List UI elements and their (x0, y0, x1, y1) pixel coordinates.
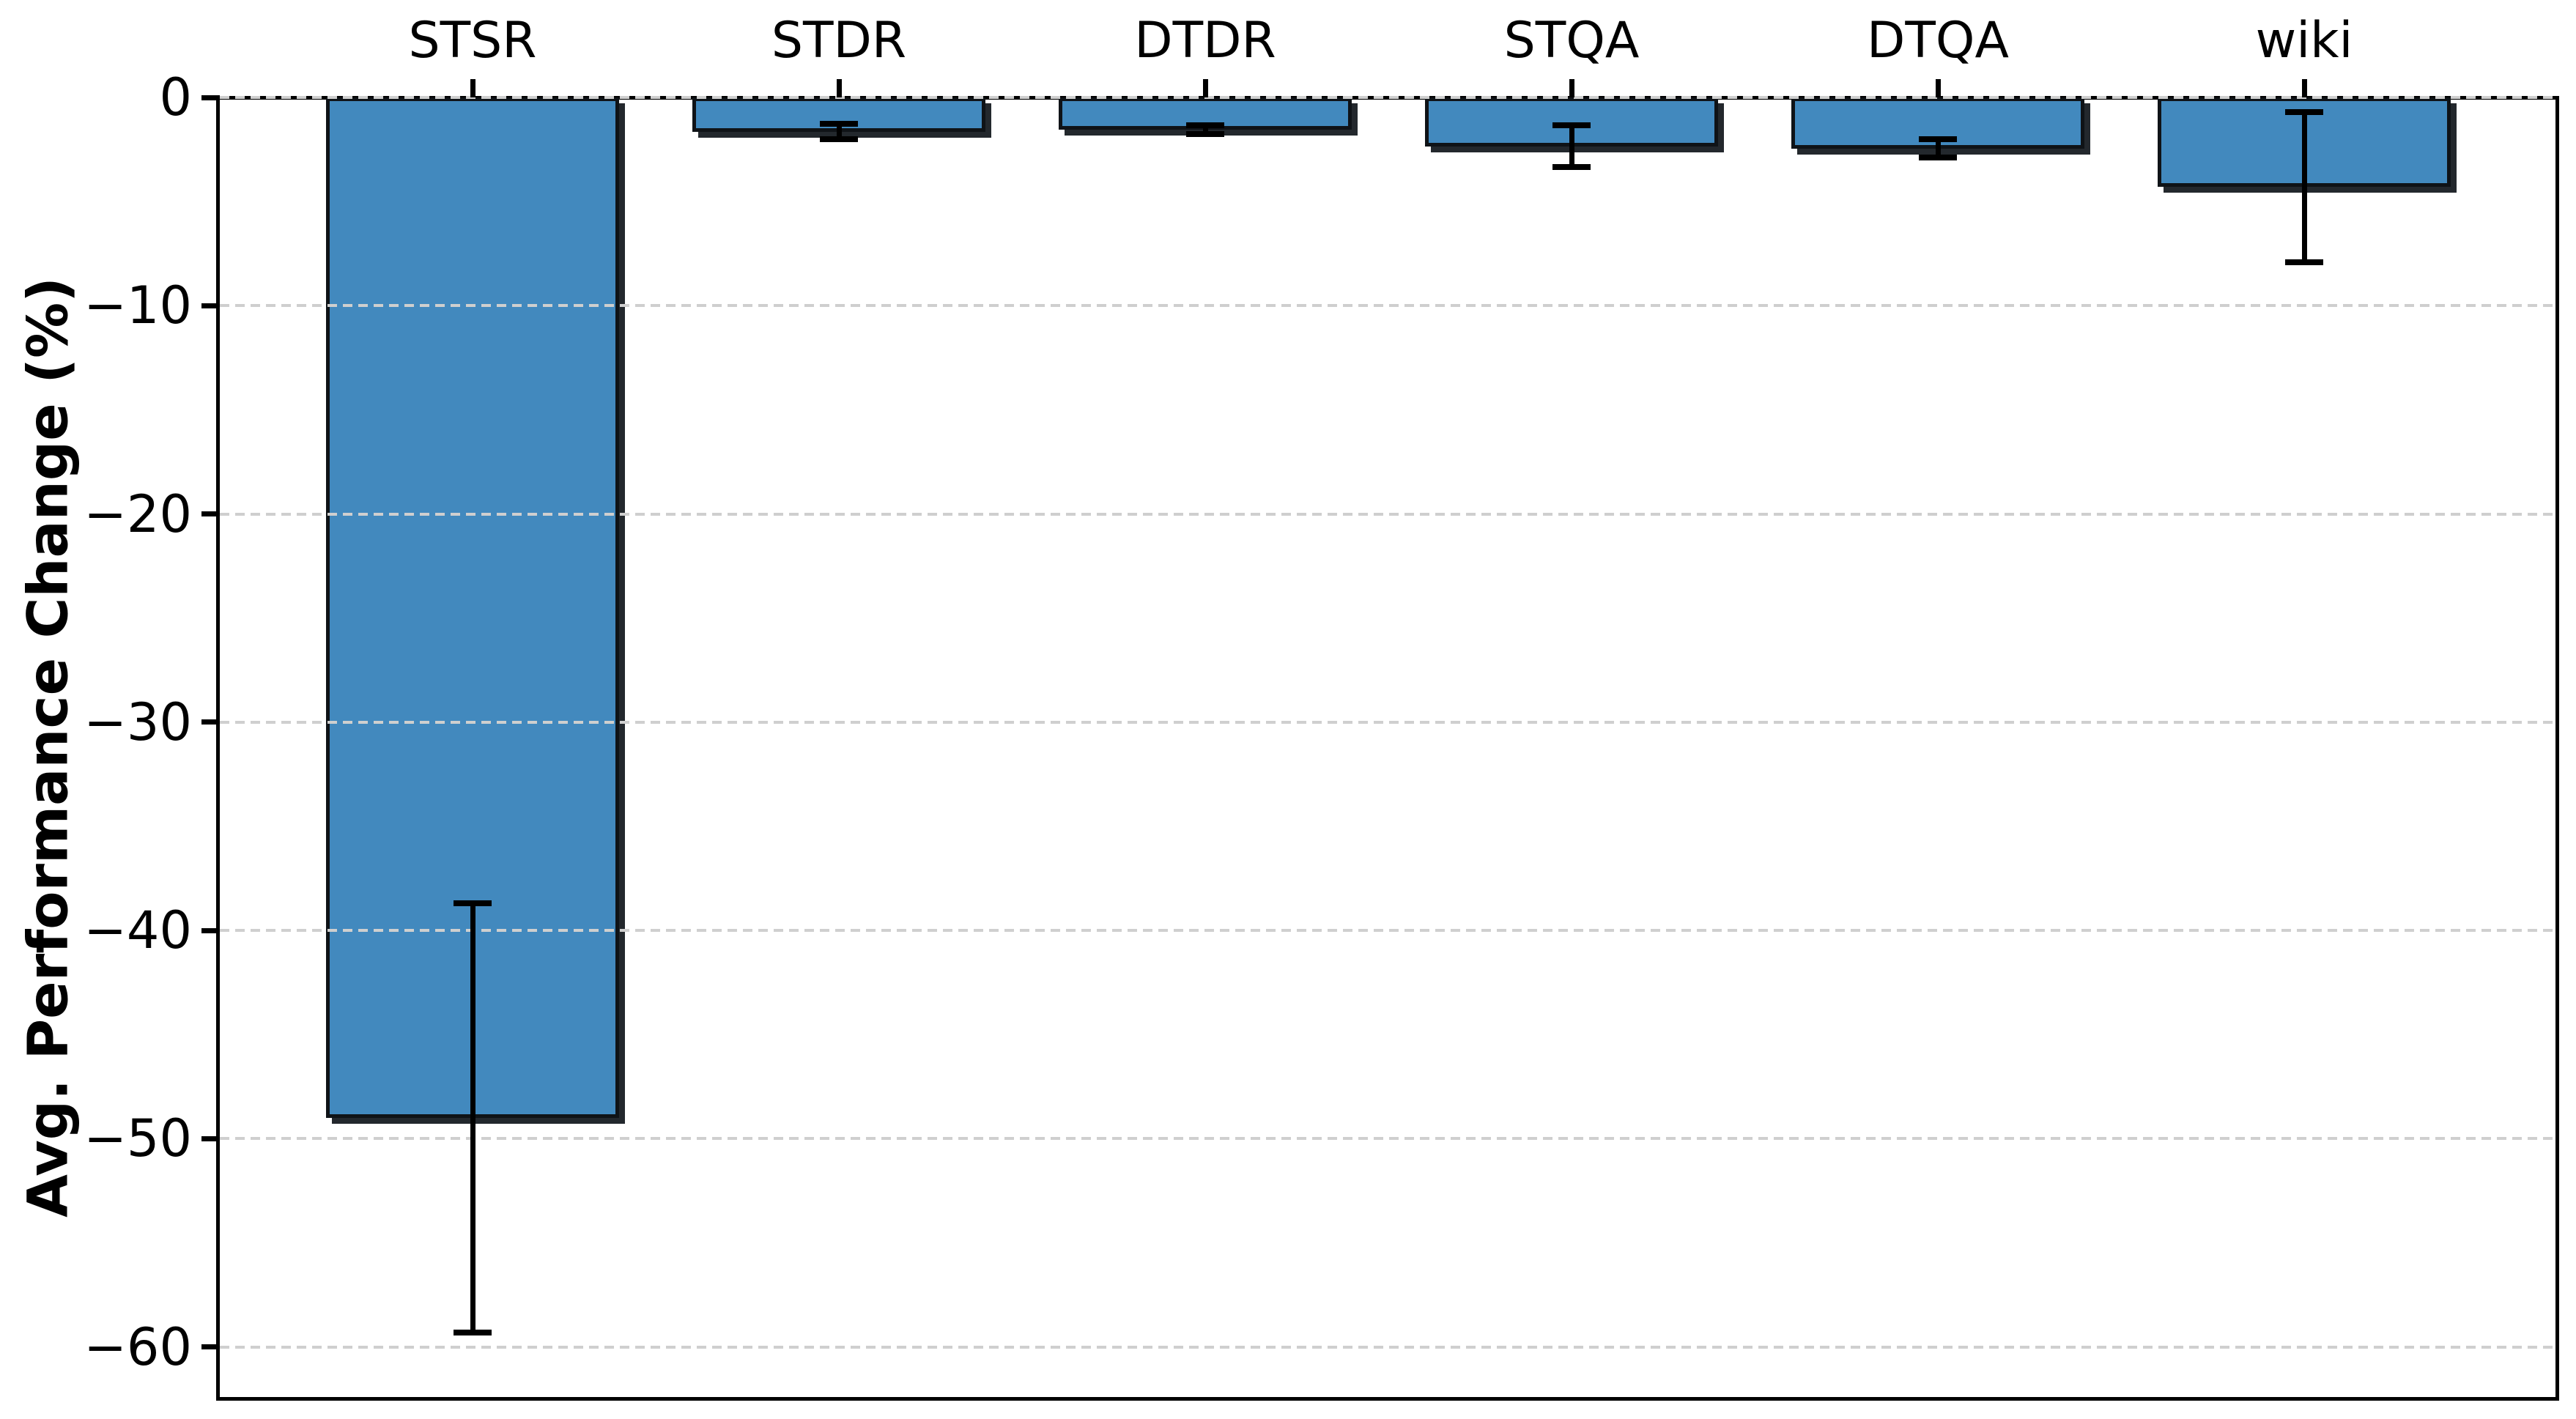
error-cap-top-STDR (820, 121, 858, 127)
ytick-label-y-20: −20 (84, 484, 192, 544)
gridline-y-40 (220, 929, 2555, 933)
gridline-y-30 (220, 720, 2555, 724)
xtick-label-wiki: wiki (2255, 12, 2353, 70)
bar-DTDR (1059, 97, 1352, 130)
xtick-mark-DTDR (1202, 79, 1208, 97)
error-cap-top-DTDR (1186, 122, 1224, 129)
error-bar-DTQA (1935, 139, 1941, 158)
gridline-y-10 (220, 304, 2555, 308)
error-cap-bottom-DTQA (1919, 155, 1957, 161)
ytick-label-y-60: −60 (84, 1316, 192, 1377)
xtick-mark-wiki (2301, 79, 2307, 97)
error-cap-bottom-STDR (820, 136, 858, 143)
error-cap-bottom-wiki (2285, 259, 2323, 265)
error-bar-STDR (836, 124, 842, 140)
error-cap-bottom-STSR (454, 1329, 492, 1335)
xtick-mark-STDR (836, 79, 842, 97)
error-cap-top-STQA (1552, 122, 1591, 129)
ytick-label-y-40: −40 (84, 900, 192, 961)
gridline-y-60 (220, 1345, 2555, 1349)
gridline-y0 (220, 96, 2555, 99)
error-bar-STQA (1569, 125, 1574, 168)
xtick-label-DTQA: DTQA (1867, 12, 2009, 70)
error-cap-bottom-DTDR (1186, 131, 1224, 138)
error-cap-top-STSR (454, 900, 492, 907)
ytick-mark-y-40 (201, 927, 220, 933)
xtick-label-STDR: STDR (771, 12, 907, 70)
error-bar-DTDR (1202, 125, 1208, 135)
gridline-y-20 (220, 512, 2555, 516)
ytick-mark-y-30 (201, 719, 220, 725)
xtick-mark-STSR (470, 79, 475, 97)
ytick-mark-y-10 (201, 303, 220, 308)
ytick-label-y-10: −10 (84, 275, 192, 336)
xtick-label-STQA: STQA (1503, 12, 1640, 70)
ytick-label-y0: 0 (159, 67, 192, 127)
ytick-mark-y-50 (201, 1135, 220, 1141)
xtick-mark-DTQA (1935, 79, 1941, 97)
error-cap-top-wiki (2285, 108, 2323, 115)
ytick-label-y-30: −30 (84, 692, 192, 752)
error-bar-STSR (470, 903, 475, 1333)
error-cap-top-DTQA (1919, 136, 1957, 143)
ytick-mark-y0 (201, 95, 220, 100)
ytick-mark-y-60 (201, 1344, 220, 1350)
ytick-label-y-50: −50 (84, 1108, 192, 1169)
xtick-mark-STQA (1569, 79, 1574, 97)
gridline-y-50 (220, 1137, 2555, 1141)
error-cap-bottom-STQA (1552, 164, 1591, 171)
ytick-mark-y-20 (201, 511, 220, 517)
xtick-label-STSR: STSR (408, 12, 537, 70)
error-bar-wiki (2301, 111, 2307, 262)
xtick-label-DTDR: DTDR (1134, 12, 1276, 70)
